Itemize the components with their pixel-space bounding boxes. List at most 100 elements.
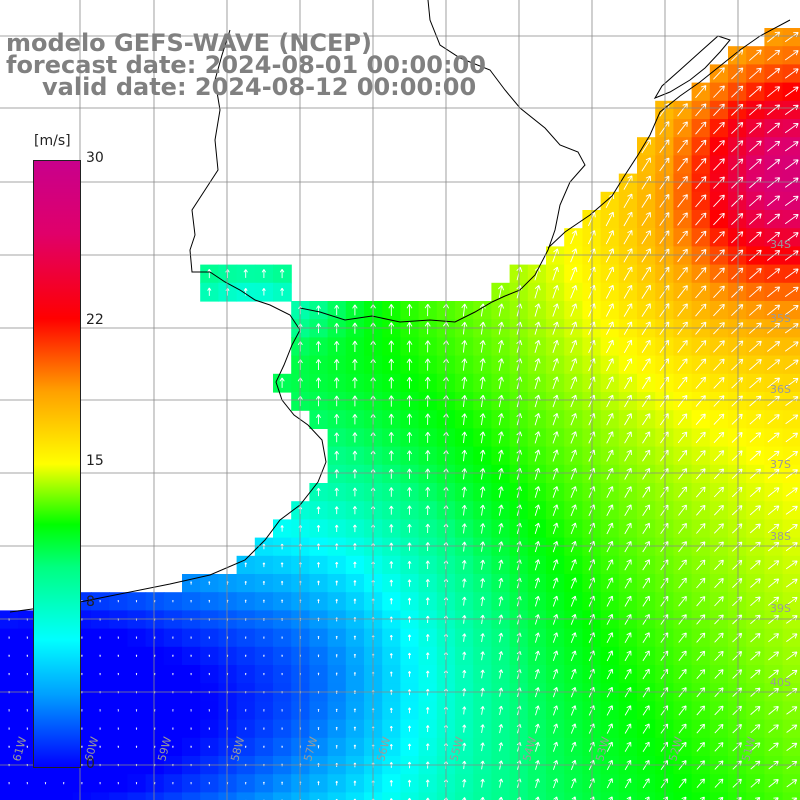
wind-arrow [389,634,393,641]
wind-arrow [767,450,780,461]
wind-arrow [407,634,412,641]
wind-arrow [660,668,669,680]
wind-arrow [695,212,707,226]
wind-arrow [480,651,485,661]
wind-arrow [605,303,614,317]
wind-arrow [389,671,393,677]
wind-speed-cell [527,792,547,800]
wind-arrow [784,286,799,297]
wind-arrow [353,580,357,586]
wind-arrow [244,599,247,603]
wind-arrow [26,654,29,657]
wind-arrow [641,230,651,245]
wind-arrow [713,249,725,262]
wind-arrow [749,104,762,116]
wind-arrow [641,211,651,227]
wind-arrow [498,413,504,426]
wind-arrow [406,358,413,371]
wind-arrow [462,651,467,660]
wind-arrow [713,67,725,80]
wind-arrow [644,796,650,800]
wind-arrow [768,742,779,752]
wind-arrow [749,377,762,389]
wind-arrow [280,287,285,296]
wind-arrow [498,577,504,589]
wind-arrow [479,431,486,444]
wind-arrow [623,230,633,245]
wind-arrow [660,522,669,534]
wind-arrow [281,745,283,748]
wind-arrow [425,652,430,660]
wind-arrow [713,285,725,299]
wind-arrow [605,266,615,281]
wind-speed-field [0,28,800,800]
wind-arrow [334,469,339,479]
wind-arrow [786,706,798,715]
wind-arrow [81,654,83,657]
wind-arrow [425,542,430,552]
wind-arrow [135,654,138,657]
wind-arrow [135,745,138,748]
wind-arrow [713,431,725,444]
wind-arrow [713,504,724,516]
wind-arrow [8,745,10,748]
wind-arrow [461,376,468,389]
wind-arrow [317,709,320,712]
wind-arrow [99,709,101,712]
wind-arrow [641,175,651,190]
wind-arrow [534,504,541,516]
wind-arrow [534,595,541,607]
wind-arrow [642,540,650,553]
colorbar-tick-label: 15 [86,453,104,469]
wind-arrow [425,725,430,733]
wind-arrow [731,158,744,171]
wind-arrow [352,340,358,352]
wind-arrow [624,522,632,535]
longitude-label: 60W [82,735,101,763]
wind-arrow [407,542,412,551]
wind-arrow [731,67,744,80]
wind-arrow [406,303,413,316]
wind-arrow [695,139,707,153]
wind-arrow [570,394,578,408]
wind-arrow [606,705,614,716]
wind-arrow [480,596,485,606]
wind-arrow [407,671,412,677]
wind-arrow [784,268,799,279]
wind-speed-cell [327,792,347,800]
wind-speed-cell [36,792,56,800]
wind-arrow [244,709,247,712]
wind-arrow [552,248,560,263]
wind-arrow [172,600,174,603]
wind-arrow [534,413,541,426]
wind-arrow [153,654,156,657]
wind-arrow [623,175,633,190]
wind-speed-cell [54,792,74,800]
wind-arrow [714,596,724,607]
wind-arrow [696,723,706,734]
wind-arrow [750,632,761,643]
wind-arrow [713,486,725,498]
wind-arrow [785,487,798,497]
wind-arrow [605,230,615,245]
wind-arrow [153,636,156,639]
wind-arrow [695,267,707,281]
wind-arrow [153,600,156,603]
wind-arrow [695,431,706,444]
wind-arrow [570,632,577,643]
wind-arrow [731,85,744,98]
wind-arrow [425,634,430,642]
wind-arrow [714,723,724,734]
wind-arrow [570,668,577,680]
wind-arrow [424,376,431,389]
lagoon-outline [653,35,731,100]
wind-arrow [642,668,650,680]
wind-arrow [606,413,614,426]
wind-arrow [731,340,744,353]
wind-arrow [570,559,577,571]
wind-arrow [695,248,707,262]
wind-arrow [605,248,615,263]
wind-arrow [749,213,762,225]
coastline-uruguay [299,0,586,323]
wind-arrow [749,523,761,534]
